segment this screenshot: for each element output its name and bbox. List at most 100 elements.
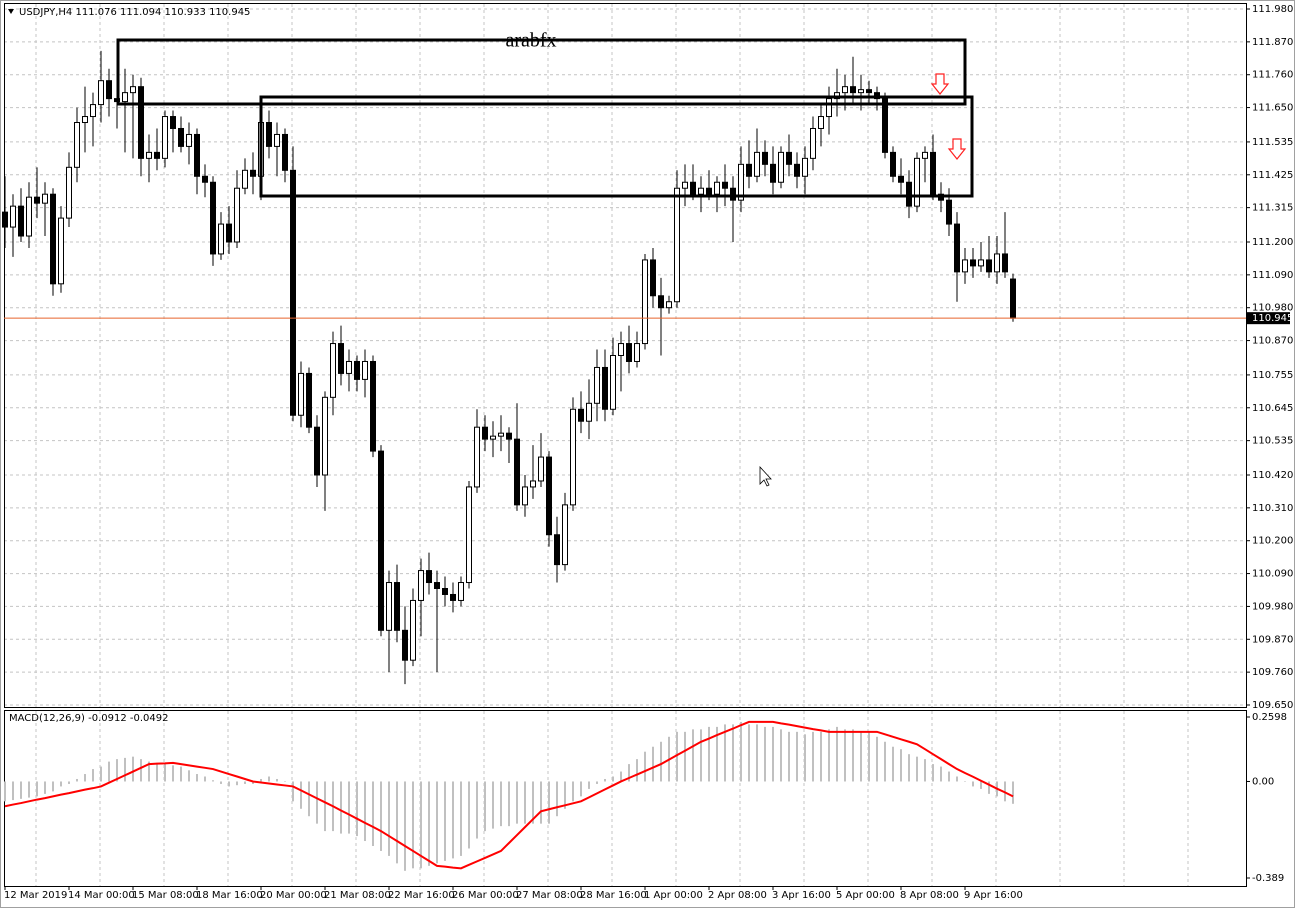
candle-body	[650, 259, 656, 297]
candle-body	[818, 116, 824, 129]
candle-body	[746, 163, 752, 177]
macd-bar	[364, 781, 366, 842]
candle-body	[50, 193, 56, 285]
candle-body	[346, 360, 352, 374]
macd-bar	[252, 781, 254, 784]
macd-bar	[948, 771, 950, 782]
candle-body	[18, 205, 24, 237]
candle-body	[130, 86, 136, 94]
candle-body	[498, 432, 504, 437]
candle-body	[722, 181, 728, 189]
candle-body	[706, 187, 712, 195]
y-tick-label: -0.389	[1252, 873, 1284, 884]
x-tick-label: 26 Mar 00:00	[452, 890, 519, 901]
macd-bar	[20, 781, 22, 799]
candle-body	[618, 343, 624, 357]
macd-bar	[596, 781, 598, 784]
candle-body	[642, 259, 648, 345]
macd-bar	[908, 754, 910, 782]
macd-bar	[1012, 781, 1014, 804]
macd-bar	[660, 741, 662, 782]
macd-bar	[604, 778, 606, 782]
candle-body	[594, 366, 600, 404]
candle-body	[250, 169, 256, 177]
macd-bar	[844, 729, 846, 782]
macd-bar	[156, 762, 158, 782]
candle-body	[410, 599, 416, 661]
macd-bar	[324, 781, 326, 832]
candle-body	[74, 122, 80, 168]
macd-bar	[876, 736, 878, 782]
main-panel	[4, 3, 1247, 708]
macd-bar	[716, 726, 718, 782]
macd-bar	[276, 778, 278, 782]
macd-bar	[36, 781, 38, 797]
macd-bar	[828, 729, 830, 782]
macd-bar	[924, 759, 926, 782]
candle-body	[442, 588, 448, 595]
candle-body	[402, 629, 408, 661]
candle-body	[778, 151, 784, 183]
macd-bar	[612, 776, 614, 782]
candle-body	[154, 151, 160, 159]
menu-triangle	[8, 9, 14, 14]
candle-body	[626, 343, 632, 362]
macd-bar	[468, 781, 470, 849]
macd-title: MACD(12,26,9) -0.0912 -0.0492	[9, 713, 169, 724]
y-tick-label: 110.420	[1252, 470, 1293, 481]
y-tick-label: 111.980	[1252, 4, 1293, 15]
candle-body	[330, 343, 336, 398]
macd-bar	[284, 781, 286, 782]
candle-body	[362, 360, 368, 380]
macd-bar	[540, 781, 542, 824]
candle-body	[450, 593, 456, 601]
candle-body	[426, 570, 432, 584]
macd-bar	[548, 781, 550, 824]
candle-body	[394, 582, 400, 631]
candle-body	[1010, 278, 1016, 319]
candle-body	[146, 151, 152, 159]
candle-body	[690, 181, 696, 195]
candle-body	[490, 435, 496, 440]
macd-bar	[756, 724, 758, 782]
candle-body	[770, 163, 776, 183]
macd-bar	[964, 781, 966, 782]
macd-bar	[620, 771, 622, 782]
y-tick-label: 110.090	[1252, 569, 1293, 580]
candle-body	[714, 181, 720, 195]
macd-bar	[564, 781, 566, 809]
candle-body	[170, 116, 176, 129]
x-tick-label: 2 Apr 08:00	[708, 890, 767, 901]
x-tick-label: 8 Apr 08:00	[900, 890, 959, 901]
candle-body	[162, 116, 168, 159]
x-tick-label: 5 Apr 00:00	[836, 890, 895, 901]
candle-body	[314, 426, 320, 476]
candle-body	[466, 486, 472, 584]
y-tick-label: 111.650	[1252, 103, 1293, 114]
macd-bar	[380, 781, 382, 851]
macd-bar	[516, 781, 518, 824]
macd-bar	[212, 780, 214, 782]
x-tick-label: 12 Mar 2019	[4, 890, 67, 901]
macd-bar	[532, 781, 534, 824]
macd-bar	[932, 764, 934, 782]
price-label-box	[1247, 312, 1290, 325]
cursor	[759, 465, 772, 487]
candle-body	[98, 80, 104, 106]
macd-bar	[484, 781, 486, 832]
candle-body	[42, 193, 48, 204]
candle-body	[914, 157, 920, 207]
y-tick-label: 110.535	[1252, 436, 1293, 447]
candle-body	[338, 343, 344, 374]
macd-bar	[84, 774, 86, 782]
candle-body	[842, 86, 848, 94]
macd-bar	[788, 731, 790, 782]
candle-body	[538, 456, 544, 482]
candle-body	[802, 157, 808, 177]
macd-bar	[676, 731, 678, 782]
macd-bar	[724, 724, 726, 782]
candle-body	[666, 301, 672, 309]
candle-body	[986, 259, 992, 273]
macd-bar	[732, 724, 734, 782]
y-tick-label: 111.425	[1252, 170, 1293, 181]
